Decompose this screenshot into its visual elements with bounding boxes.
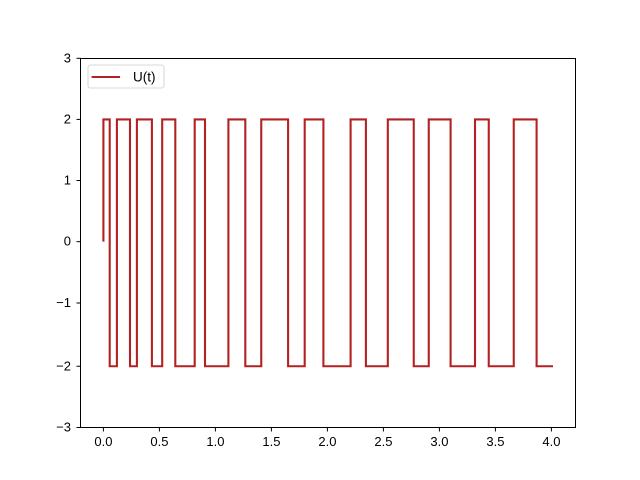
svg-text:U(t): U(t) [133, 70, 156, 85]
svg-text:3: 3 [64, 50, 71, 65]
svg-text:3.0: 3.0 [430, 434, 448, 449]
svg-text:0.5: 0.5 [150, 434, 168, 449]
svg-text:2.0: 2.0 [318, 434, 336, 449]
svg-text:0.0: 0.0 [94, 434, 112, 449]
svg-text:−1: −1 [56, 295, 71, 310]
svg-text:4.0: 4.0 [542, 434, 560, 449]
svg-text:2.5: 2.5 [374, 434, 392, 449]
svg-text:0: 0 [64, 234, 71, 249]
svg-text:1.5: 1.5 [262, 434, 280, 449]
svg-text:2: 2 [64, 111, 71, 126]
svg-text:1.0: 1.0 [206, 434, 224, 449]
svg-text:−2: −2 [56, 358, 71, 373]
svg-text:1: 1 [64, 173, 71, 188]
svg-text:3.5: 3.5 [486, 434, 504, 449]
svg-text:−3: −3 [56, 420, 71, 435]
